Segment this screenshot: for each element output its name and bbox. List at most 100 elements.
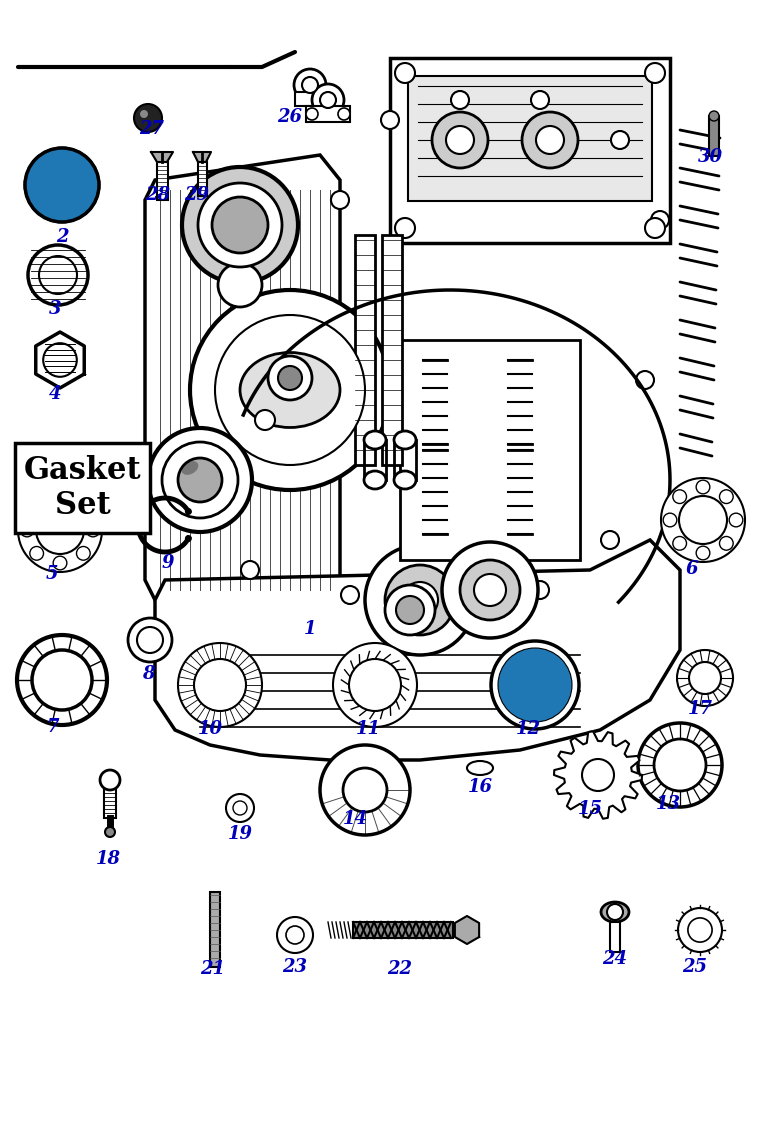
Circle shape bbox=[446, 126, 474, 154]
Circle shape bbox=[218, 263, 262, 306]
Circle shape bbox=[320, 745, 410, 835]
Circle shape bbox=[719, 537, 733, 550]
Text: 16: 16 bbox=[467, 777, 492, 796]
Circle shape bbox=[638, 723, 722, 807]
Text: 28: 28 bbox=[145, 186, 170, 204]
Circle shape bbox=[32, 650, 92, 711]
Circle shape bbox=[178, 459, 222, 502]
Circle shape bbox=[140, 110, 148, 118]
Text: 1: 1 bbox=[304, 620, 317, 638]
Circle shape bbox=[365, 545, 475, 655]
Ellipse shape bbox=[467, 760, 493, 775]
Circle shape bbox=[77, 546, 90, 561]
Circle shape bbox=[460, 560, 520, 620]
Circle shape bbox=[162, 442, 238, 518]
Text: 26: 26 bbox=[278, 108, 303, 126]
Circle shape bbox=[451, 91, 469, 109]
Text: 23: 23 bbox=[282, 958, 307, 976]
Circle shape bbox=[607, 903, 623, 920]
Text: 2: 2 bbox=[56, 228, 68, 246]
Circle shape bbox=[679, 496, 727, 544]
Circle shape bbox=[709, 111, 719, 121]
Text: 12: 12 bbox=[515, 720, 540, 738]
Circle shape bbox=[536, 126, 564, 154]
Circle shape bbox=[198, 183, 282, 267]
Circle shape bbox=[185, 535, 192, 543]
Bar bbox=[610, 922, 620, 952]
Polygon shape bbox=[455, 916, 479, 944]
Bar bbox=[306, 106, 350, 121]
Circle shape bbox=[582, 759, 614, 791]
Circle shape bbox=[86, 523, 100, 537]
Circle shape bbox=[729, 513, 743, 527]
Circle shape bbox=[43, 343, 77, 377]
Ellipse shape bbox=[394, 471, 416, 489]
Ellipse shape bbox=[601, 902, 629, 922]
Circle shape bbox=[182, 167, 298, 283]
Text: 9: 9 bbox=[162, 554, 174, 572]
Text: 10: 10 bbox=[198, 720, 222, 738]
Circle shape bbox=[331, 191, 349, 209]
Circle shape bbox=[678, 908, 722, 952]
Text: 3: 3 bbox=[49, 300, 61, 318]
Text: 29: 29 bbox=[184, 186, 209, 204]
Circle shape bbox=[531, 91, 549, 109]
Circle shape bbox=[137, 627, 163, 653]
Bar bbox=[210, 892, 220, 967]
Circle shape bbox=[645, 64, 665, 83]
Circle shape bbox=[54, 193, 70, 209]
Circle shape bbox=[294, 69, 326, 101]
Circle shape bbox=[673, 490, 686, 504]
Bar bbox=[400, 340, 580, 560]
Circle shape bbox=[651, 211, 669, 229]
Circle shape bbox=[212, 197, 268, 253]
Text: 25: 25 bbox=[683, 958, 708, 976]
Bar bbox=[198, 162, 207, 196]
Circle shape bbox=[30, 546, 43, 561]
Circle shape bbox=[25, 148, 99, 222]
Text: Gasket
Set: Gasket Set bbox=[24, 455, 142, 521]
Circle shape bbox=[30, 499, 43, 513]
Text: 22: 22 bbox=[387, 960, 412, 978]
Text: 11: 11 bbox=[355, 720, 380, 738]
Bar bbox=[382, 235, 402, 465]
Circle shape bbox=[677, 650, 733, 706]
Circle shape bbox=[654, 739, 706, 791]
Circle shape bbox=[611, 131, 629, 149]
Text: 21: 21 bbox=[200, 960, 225, 978]
Text: 5: 5 bbox=[46, 565, 59, 583]
Text: 30: 30 bbox=[698, 148, 722, 166]
Circle shape bbox=[18, 488, 102, 572]
Circle shape bbox=[100, 770, 120, 790]
Polygon shape bbox=[193, 152, 211, 162]
Circle shape bbox=[385, 565, 455, 634]
Bar bbox=[295, 92, 325, 106]
Circle shape bbox=[201, 511, 219, 529]
Circle shape bbox=[395, 218, 415, 238]
Circle shape bbox=[128, 617, 172, 662]
Bar bbox=[709, 116, 719, 155]
Text: 13: 13 bbox=[655, 794, 680, 813]
Circle shape bbox=[190, 291, 390, 490]
Circle shape bbox=[381, 111, 399, 129]
Circle shape bbox=[28, 245, 88, 305]
Text: 4: 4 bbox=[49, 385, 61, 403]
Circle shape bbox=[320, 92, 336, 108]
Circle shape bbox=[688, 918, 712, 942]
Bar bbox=[355, 235, 375, 465]
Ellipse shape bbox=[364, 471, 386, 489]
Circle shape bbox=[17, 634, 107, 725]
Text: 8: 8 bbox=[142, 665, 154, 683]
Circle shape bbox=[689, 662, 721, 693]
Circle shape bbox=[105, 827, 115, 836]
Bar bbox=[353, 922, 453, 938]
Circle shape bbox=[522, 112, 578, 168]
Circle shape bbox=[343, 768, 387, 812]
Circle shape bbox=[601, 531, 619, 549]
Polygon shape bbox=[36, 333, 84, 388]
Bar bbox=[390, 58, 670, 243]
Text: 7: 7 bbox=[46, 718, 59, 735]
Polygon shape bbox=[554, 731, 642, 818]
Circle shape bbox=[215, 316, 365, 465]
Circle shape bbox=[491, 641, 579, 729]
